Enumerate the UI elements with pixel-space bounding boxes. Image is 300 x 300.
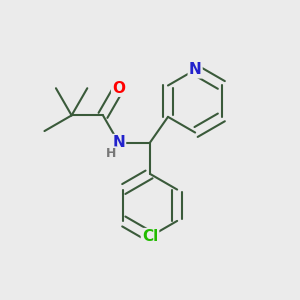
Text: O: O (112, 81, 125, 96)
Text: N: N (112, 135, 125, 150)
Text: H: H (106, 147, 116, 161)
Text: N: N (189, 62, 202, 77)
Text: Cl: Cl (142, 229, 158, 244)
